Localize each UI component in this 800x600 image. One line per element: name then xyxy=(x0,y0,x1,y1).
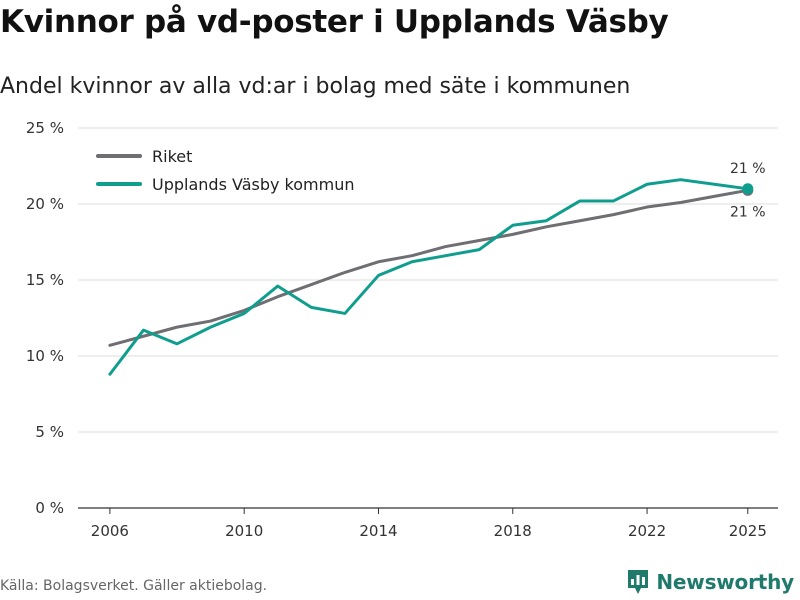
x-tick-label: 2022 xyxy=(628,522,666,540)
y-tick-label: 15 % xyxy=(26,271,64,289)
axes: 0 % 5 % 10 % 15 % 20 % 25 % 2006 2010 2014 2018 20… xyxy=(26,119,767,540)
riket-end-label: 21 % xyxy=(730,204,766,220)
chart-title: Kvinnor på vd-poster i Upplands Väsby xyxy=(0,4,669,40)
kommun-end-marker xyxy=(742,183,754,195)
kommun-end-label: 21 % xyxy=(730,161,766,177)
x-tick-label: 2018 xyxy=(494,522,532,540)
newsworthy-logo[interactable]: Newsworthy xyxy=(626,568,794,596)
chart-subtitle: Andel kvinnor av alla vd:ar i bolag med … xyxy=(0,74,631,99)
series-lines xyxy=(108,178,750,376)
grid-lines xyxy=(78,127,778,509)
legend: Riket Upplands Väsby kommun xyxy=(96,147,354,194)
newsworthy-chart-icon xyxy=(628,570,649,594)
x-tick-label: 2025 xyxy=(729,522,767,540)
y-tick-label: 25 % xyxy=(26,119,64,137)
y-tick-label: 20 % xyxy=(26,195,64,213)
legend-label-kommun: Upplands Väsby kommun xyxy=(152,175,354,194)
x-tick-label: 2014 xyxy=(359,522,397,540)
y-tick-label: 5 % xyxy=(35,423,64,441)
y-tick-label: 10 % xyxy=(26,347,64,365)
y-tick-label: 0 % xyxy=(35,499,64,517)
kommun-line xyxy=(108,178,750,376)
end-markers: 21 % 21 % xyxy=(730,161,766,221)
source-note: Källa: Bolagsverket. Gäller aktiebolag. xyxy=(0,578,268,594)
x-tick-label: 2006 xyxy=(91,522,129,540)
x-tick-label: 2010 xyxy=(225,522,263,540)
legend-label-riket: Riket xyxy=(152,147,192,166)
riket-line xyxy=(108,188,750,347)
brand-name: Newsworthy xyxy=(656,570,794,594)
